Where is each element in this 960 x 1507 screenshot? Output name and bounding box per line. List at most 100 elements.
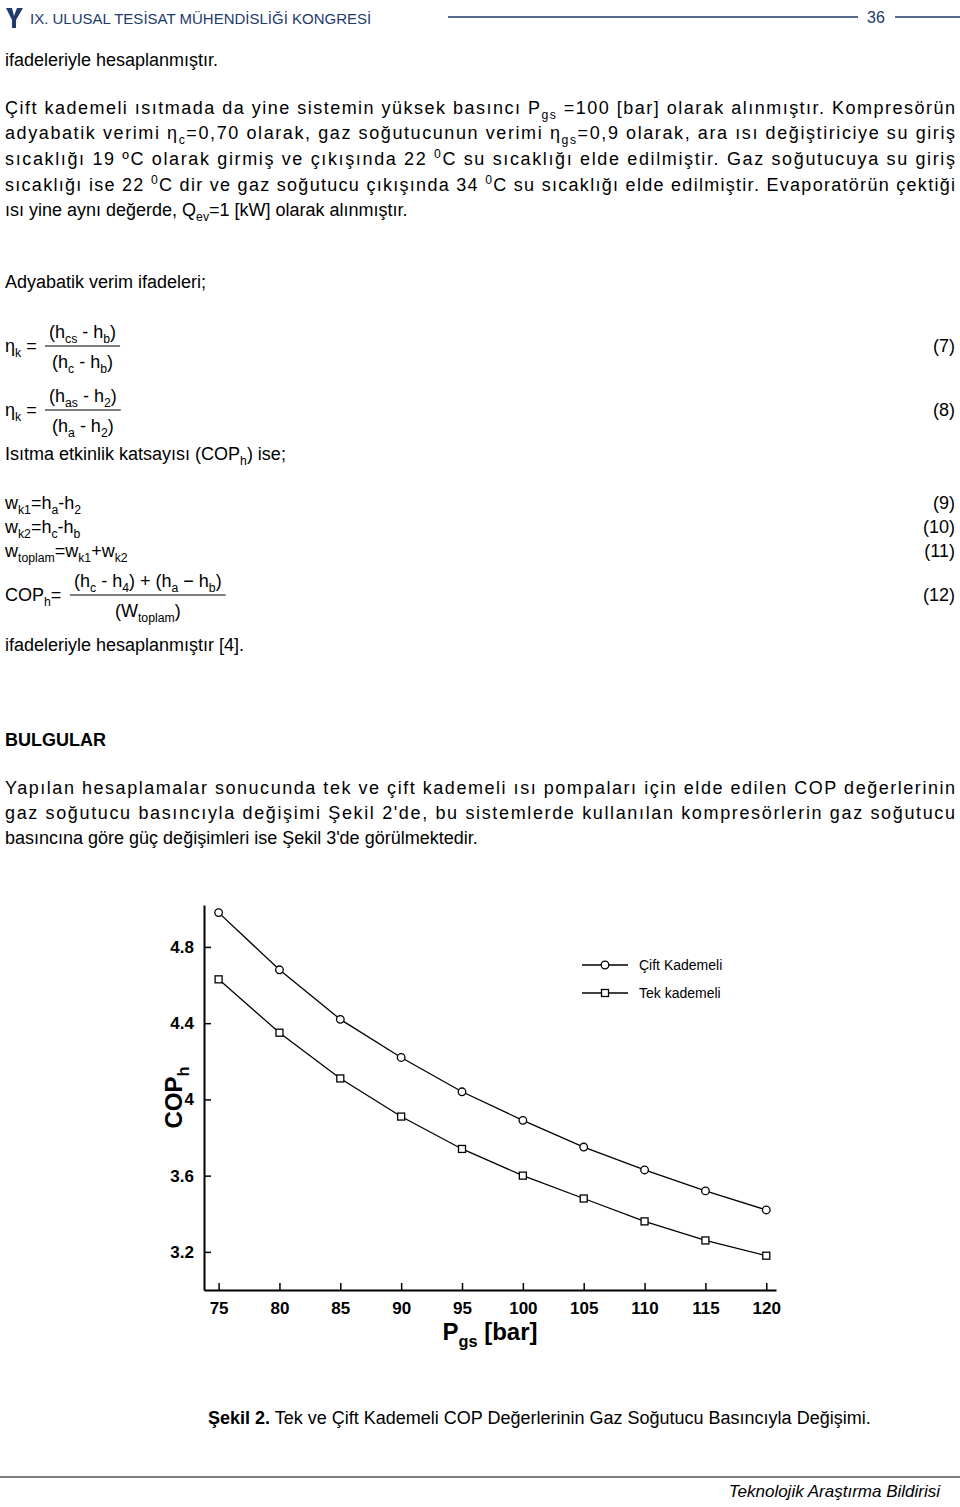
text-run: C su sıcaklığı elde edilmiştir. Evaporat… [493, 175, 955, 195]
data-point [763, 1252, 770, 1259]
text-run: adyabatik verimi η [5, 123, 177, 143]
subscript: k1 [78, 551, 91, 565]
superscript: 0 [151, 173, 158, 187]
paragraph-line: basıncına göre güç değişimleri ise Şekil… [5, 828, 478, 848]
text-run: - h [96, 571, 122, 591]
subscript: 2 [74, 503, 81, 517]
text-line: Adyabatik verim ifadeleri; [5, 272, 206, 292]
text-line: Isıtma etkinlik katsayısı (COPh) ise; [5, 444, 286, 468]
text-run: basıncına göre güç değişimleri ise Şekil… [5, 828, 478, 848]
tick-label: 95 [453, 1299, 472, 1318]
equation-lhs: ηk = [5, 400, 37, 424]
data-point [337, 1016, 345, 1024]
text-run: ) [110, 322, 116, 342]
tick: 110 [631, 1283, 658, 1318]
caption-label: Şekil 2. [208, 1408, 270, 1428]
logo [6, 8, 23, 28]
text-run: ) [107, 352, 113, 372]
tick: 90 [392, 1283, 411, 1318]
tick: 120 [753, 1283, 781, 1318]
caption-text: Tek ve Çift Kademeli COP Değerlerinin Ga… [270, 1408, 871, 1428]
tick-mark [766, 1283, 768, 1290]
text-run: ısı yine aynı değerde, Q [5, 200, 196, 220]
tick-mark [401, 1283, 403, 1290]
equation-lhs: COPh= [5, 585, 61, 609]
text-run: - h [75, 416, 101, 436]
page: IX. ULUSAL TESİSAT MÜHENDİSLİĞİ KONGRESİ… [0, 0, 960, 1507]
tick: 3.2 [170, 1243, 211, 1262]
footer-rule [0, 1477, 960, 1478]
text-run: - h [74, 352, 100, 372]
chart: 75808590951001051101151203.23.644.44.8Pg… [160, 906, 781, 1351]
data-point [519, 1172, 526, 1179]
text-run: = [21, 336, 37, 356]
text-run: (h [52, 352, 68, 372]
fraction-bar [45, 409, 121, 410]
text-run: C dir ve gaz soğutucu çıkışında 34 [159, 175, 484, 195]
tick-mark [204, 1099, 211, 1101]
text-run: [bar] [478, 1318, 538, 1345]
text-line: ifadeleriyle hesaplanmıştır. [5, 50, 218, 70]
text-run: sıcaklığı 19 ºC olarak girmiş ve çıkışın… [5, 149, 432, 169]
subscript: cs [65, 332, 77, 346]
tick-label: 3.2 [170, 1243, 194, 1262]
data-point [337, 1075, 344, 1082]
text-run: ) ise; [247, 444, 286, 464]
text-run: w [4, 517, 19, 537]
text-run: Isıtma etkinlik katsayısı (COP [5, 444, 240, 464]
tick-mark [204, 1175, 211, 1177]
subscript: b [74, 527, 81, 541]
tick: 3.6 [170, 1167, 211, 1186]
header-title: IX. ULUSAL TESİSAT MÜHENDİSLİĞİ KONGRESİ [30, 10, 371, 27]
subscript: ev [196, 210, 210, 224]
paragraph-line: gaz soğutucu basıncıyla değişimi Şekil 2… [5, 803, 955, 823]
legend-marker [601, 961, 609, 969]
tick-mark [340, 1283, 342, 1290]
text-run: Yapılan hesaplamalar sonucunda tek ve çi… [5, 778, 955, 798]
text-run: ifadeleriyle hesaplanmıştır [4]. [5, 635, 244, 655]
series-line [219, 913, 767, 1210]
text-run: gaz soğutucu basıncıyla değişimi Şekil 2… [5, 803, 955, 823]
tick-mark [204, 947, 211, 949]
data-point [641, 1166, 649, 1174]
text-run: =0,70 olarak, gaz soğutucunun verimi η [186, 123, 560, 143]
subscript: gs [541, 108, 555, 122]
data-point [459, 1145, 466, 1152]
text-run: (h [49, 322, 65, 342]
subscript: k2 [18, 527, 31, 541]
tick-label: 105 [570, 1299, 598, 1318]
equation-number: (11) [924, 541, 955, 561]
tick-label: 115 [692, 1299, 719, 1318]
subscript: k2 [115, 551, 128, 565]
subscript: toplam [138, 611, 175, 625]
tick-label: 110 [631, 1299, 658, 1318]
data-point [702, 1187, 710, 1195]
tick: 4.4 [170, 1014, 211, 1033]
text-run: sıcaklığı ise 22 [5, 175, 150, 195]
numerator: (hcs - hb) [49, 322, 116, 346]
series-line [219, 979, 767, 1255]
tick: 115 [692, 1283, 719, 1318]
text-run: -h [58, 517, 74, 537]
axis-line [205, 1290, 777, 1292]
text-run: =h [31, 493, 52, 513]
subscript: toplam [18, 551, 55, 565]
tick-mark [523, 1283, 525, 1290]
text-run: η [5, 336, 15, 356]
text-run: =100 [bar] olarak alınmıştır. Kompresörü… [557, 98, 955, 118]
axis-line [204, 906, 206, 1291]
tick-mark [218, 1283, 220, 1290]
text-run: C su sıcaklığı elde edilmiştir. Gaz soğu… [442, 149, 955, 169]
tick-mark [644, 1283, 646, 1290]
subscript: gs [458, 1332, 477, 1350]
tick-mark [583, 1283, 585, 1290]
paragraph-line: Çift kademeli ısıtmada da yine sistemin … [5, 98, 955, 122]
tick-label: 4.8 [170, 938, 194, 957]
tick-mark [462, 1283, 464, 1290]
equation-lhs: ηk = [5, 336, 37, 360]
equation: wk2=hc-hb [4, 517, 81, 541]
text-run: ) [108, 416, 114, 436]
tick-mark [204, 1023, 211, 1025]
tick: 4.8 [170, 938, 211, 957]
data-point [702, 1237, 709, 1244]
